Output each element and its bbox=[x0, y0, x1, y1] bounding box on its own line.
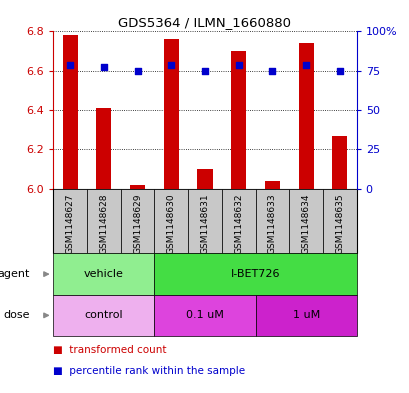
Text: GSM1148632: GSM1148632 bbox=[234, 194, 243, 254]
Bar bbox=[298, 43, 313, 189]
Text: GSM1148635: GSM1148635 bbox=[335, 194, 344, 254]
Bar bbox=[188, 189, 221, 253]
Text: GSM1148633: GSM1148633 bbox=[267, 194, 276, 254]
Text: GSM1148631: GSM1148631 bbox=[200, 194, 209, 254]
Bar bbox=[154, 189, 188, 253]
Bar bbox=[53, 295, 154, 336]
Bar bbox=[163, 39, 178, 189]
Bar bbox=[231, 51, 246, 189]
Bar bbox=[255, 189, 289, 253]
Bar bbox=[120, 189, 154, 253]
Text: 1 uM: 1 uM bbox=[292, 310, 319, 320]
Point bbox=[235, 62, 241, 68]
Bar bbox=[96, 108, 111, 189]
Text: GSM1148629: GSM1148629 bbox=[133, 194, 142, 254]
Bar bbox=[255, 295, 356, 336]
Bar bbox=[154, 295, 255, 336]
Text: GSM1148634: GSM1148634 bbox=[301, 194, 310, 254]
Text: ■  transformed count: ■ transformed count bbox=[53, 345, 166, 355]
Bar bbox=[289, 189, 322, 253]
Text: I-BET726: I-BET726 bbox=[230, 269, 280, 279]
Point bbox=[67, 62, 73, 68]
Point bbox=[336, 68, 342, 74]
Bar bbox=[130, 185, 145, 189]
Point bbox=[302, 62, 309, 68]
Bar bbox=[63, 35, 78, 189]
Text: GSM1148627: GSM1148627 bbox=[65, 194, 74, 254]
Bar bbox=[221, 189, 255, 253]
Bar bbox=[87, 189, 120, 253]
Point bbox=[134, 68, 141, 74]
Text: agent: agent bbox=[0, 269, 29, 279]
Bar bbox=[53, 189, 87, 253]
Title: GDS5364 / ILMN_1660880: GDS5364 / ILMN_1660880 bbox=[118, 16, 291, 29]
Text: GSM1148628: GSM1148628 bbox=[99, 194, 108, 254]
Point bbox=[100, 64, 107, 70]
Point bbox=[268, 68, 275, 74]
Text: dose: dose bbox=[3, 310, 29, 320]
Text: GSM1148630: GSM1148630 bbox=[166, 194, 175, 254]
Text: 0.1 uM: 0.1 uM bbox=[186, 310, 223, 320]
Bar bbox=[264, 181, 279, 189]
Text: control: control bbox=[84, 310, 123, 320]
Bar bbox=[53, 253, 154, 295]
Bar bbox=[331, 136, 346, 189]
Point bbox=[168, 62, 174, 68]
Text: ■  percentile rank within the sample: ■ percentile rank within the sample bbox=[53, 366, 245, 376]
Bar bbox=[154, 253, 356, 295]
Bar bbox=[322, 189, 356, 253]
Text: vehicle: vehicle bbox=[84, 269, 124, 279]
Point bbox=[201, 68, 208, 74]
Bar bbox=[197, 169, 212, 189]
